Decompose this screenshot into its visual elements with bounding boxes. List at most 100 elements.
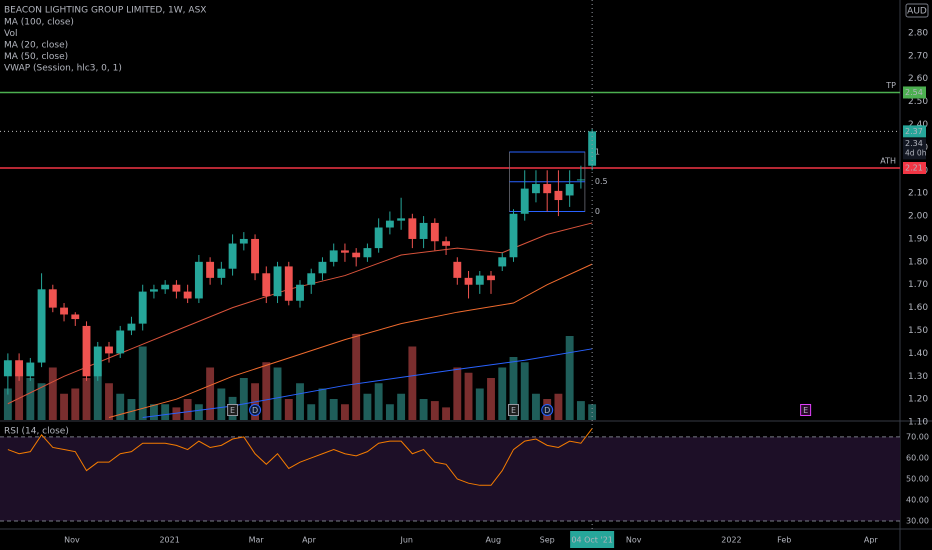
volume-bar — [239, 378, 248, 420]
candle-body — [329, 250, 338, 262]
currency: AUD — [907, 7, 927, 17]
y-tick-label: 1.90 — [908, 234, 928, 244]
volume-bar — [385, 404, 394, 420]
event-marker — [249, 404, 262, 416]
candle-body — [576, 179, 585, 181]
volume-bar — [318, 388, 327, 420]
cursor-date-box — [570, 531, 615, 548]
candle-body — [532, 184, 540, 194]
rsi-tick-label: 30.00 — [906, 517, 929, 526]
volume-bar — [172, 407, 181, 420]
volume-bar — [194, 404, 203, 420]
currency-box — [905, 3, 929, 18]
candle-body — [487, 275, 495, 281]
x-tick-label: Jun — [399, 536, 413, 545]
candle-body — [296, 284, 304, 301]
legend-entry: MA (20, close) — [4, 41, 68, 51]
candle-body — [206, 261, 215, 278]
volume-bar — [408, 346, 417, 420]
volume-bar — [374, 383, 383, 420]
event-label: E — [511, 406, 516, 415]
price-tag — [903, 138, 926, 160]
volume-bar — [284, 399, 293, 420]
fib-label: 1 — [595, 147, 600, 156]
volume-bar — [37, 383, 46, 420]
level-label: ATH — [880, 157, 896, 166]
y-tick-label: 1.50 — [908, 326, 928, 336]
x-tick-label: Mar — [249, 536, 265, 545]
volume-bar — [127, 399, 136, 420]
candle-body — [442, 241, 450, 246]
level-label: TP — [885, 81, 896, 90]
candle-body — [93, 346, 102, 377]
volume-bar — [161, 404, 170, 420]
legend-entry: Vol — [4, 29, 17, 39]
rsi-tick-label: 70.00 — [906, 432, 929, 441]
event-label: E — [803, 406, 808, 415]
price-tag — [903, 86, 926, 99]
volume-bar — [26, 378, 35, 420]
volume-bar — [93, 362, 102, 420]
event-marker — [507, 404, 519, 416]
candle-body — [150, 289, 158, 292]
chart-title: BEACON LIGHTING GROUP LIMITED, 1W, ASX — [4, 6, 206, 16]
candle-body — [554, 190, 563, 201]
volume-bar — [296, 383, 304, 420]
y-tick-label: 1.10 — [908, 418, 928, 428]
candle-body — [37, 289, 46, 363]
candle-body — [284, 266, 293, 301]
x-tick-label: 2021 — [159, 536, 179, 545]
volume-bar — [554, 393, 563, 420]
candle-body — [15, 360, 24, 377]
candle-body — [127, 323, 136, 331]
candle-body — [565, 184, 574, 196]
price-tag-text: 2.54 — [905, 88, 923, 97]
candle-body — [262, 273, 271, 297]
candle-body — [48, 289, 57, 308]
rsi-band — [0, 436, 900, 522]
rsi-line — [7, 428, 593, 486]
volume-bar — [397, 393, 406, 420]
x-tick-label: Apr — [302, 536, 317, 545]
candle-body — [82, 325, 91, 377]
volume-bar — [329, 399, 338, 420]
volume-bar — [262, 362, 271, 420]
volume-bar — [419, 399, 428, 420]
candle-body — [161, 284, 170, 290]
volume-bar — [453, 367, 462, 420]
candle-body — [352, 252, 361, 258]
legend-entry: MA (50, close) — [4, 52, 68, 62]
y-tick-label: 1.70 — [908, 280, 928, 290]
volume-bar — [363, 393, 372, 420]
volume-bar — [509, 357, 518, 420]
rsi-title: RSI (14, close) — [4, 427, 69, 437]
candle-body — [318, 261, 327, 274]
candle-body — [273, 266, 282, 297]
event-label: E — [230, 406, 235, 415]
volume-bar — [82, 378, 91, 420]
volume-bar — [520, 362, 529, 420]
ma-line — [142, 348, 593, 418]
event-marker — [227, 404, 239, 416]
volume-bar — [464, 372, 473, 420]
volume-bar — [217, 388, 226, 420]
x-tick-label: Feb — [777, 536, 791, 545]
price-tag — [903, 125, 926, 138]
volume-bar — [105, 383, 113, 420]
ma-line — [108, 263, 593, 418]
volume-bar — [576, 401, 585, 420]
candle-body — [26, 362, 35, 377]
volume-bar — [138, 346, 147, 420]
price-tag-text: 2.37 — [905, 127, 923, 136]
x-tick-label: 2022 — [721, 536, 741, 545]
x-tick-label: 04 Oct '21 — [571, 536, 612, 545]
event-label: D — [544, 406, 550, 415]
fib-label: 0.5 — [595, 177, 608, 186]
volume-bar — [475, 388, 484, 420]
candle-body — [194, 261, 203, 299]
candle-body — [183, 291, 192, 299]
candle-body — [105, 346, 113, 354]
volume-bar — [71, 388, 80, 420]
rsi-tick-label: 50.00 — [906, 474, 929, 483]
